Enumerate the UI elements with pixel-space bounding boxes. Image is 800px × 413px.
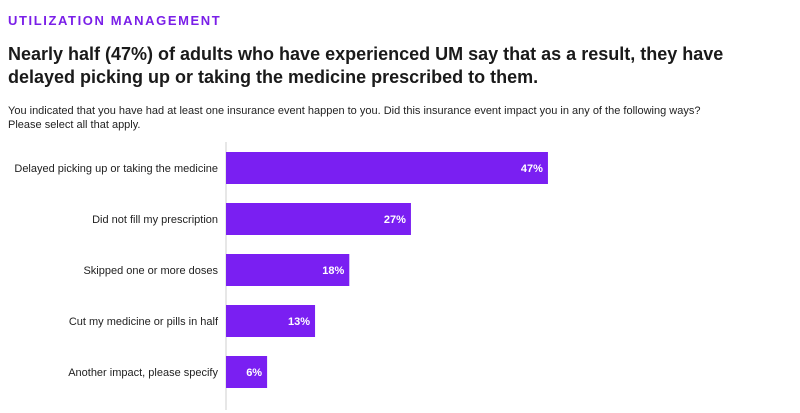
bar-4	[226, 356, 268, 388]
bar-1	[226, 203, 411, 235]
bar-chart: Delayed picking up or taking the medicin…	[14, 142, 548, 410]
page-title: Nearly half (47%) of adults who have exp…	[8, 44, 724, 87]
bar-2	[226, 254, 350, 286]
question-line-2: Please select all that apply.	[8, 119, 141, 131]
value-label-2: 18%	[322, 265, 344, 277]
value-label-3: 13%	[288, 316, 310, 328]
category-label-2: Skipped one or more doses	[83, 265, 218, 277]
question-line-1: You indicated that you have had at least…	[8, 105, 701, 117]
value-label-4: 6%	[246, 367, 262, 379]
section-label: UTILIZATION MANAGEMENT	[8, 13, 222, 28]
category-label-1: Did not fill my prescription	[92, 214, 218, 226]
value-label-1: 27%	[384, 214, 406, 226]
category-label-3: Cut my medicine or pills in half	[69, 316, 219, 328]
category-label-4: Another impact, please specify	[68, 367, 218, 379]
value-label-0: 47%	[521, 163, 543, 175]
bar-3	[226, 305, 316, 337]
category-label-0: Delayed picking up or taking the medicin…	[14, 163, 218, 175]
bar-0	[226, 152, 548, 184]
survey-question: You indicated that you have had at least…	[8, 104, 794, 132]
